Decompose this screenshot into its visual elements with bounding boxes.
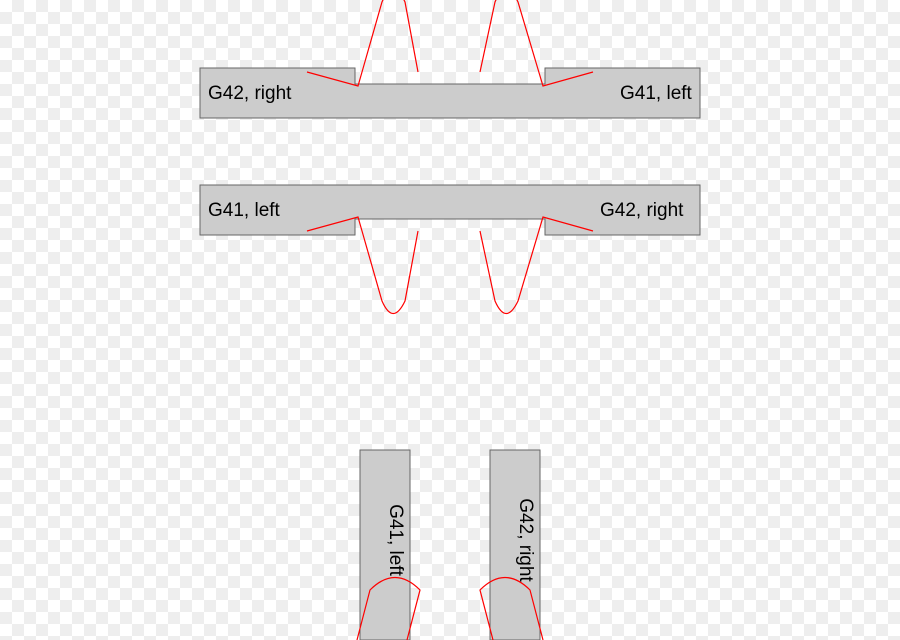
label-mid-right: G42, right — [600, 200, 684, 221]
panel-bottom: G41, left G42, right — [357, 450, 543, 640]
label-top-left: G42, right — [208, 83, 292, 104]
label-mid-left: G41, left — [208, 200, 281, 221]
diagram-svg: G42, right G41, left G41, left G42, righ… — [0, 0, 900, 640]
label-bottom-right: G42, right — [515, 498, 536, 582]
panel-top: G42, right G41, left — [200, 0, 700, 118]
label-top-right: G41, left — [620, 83, 693, 104]
panel-middle: G41, left G42, right — [200, 185, 700, 314]
label-bottom-left: G41, left — [385, 504, 406, 577]
